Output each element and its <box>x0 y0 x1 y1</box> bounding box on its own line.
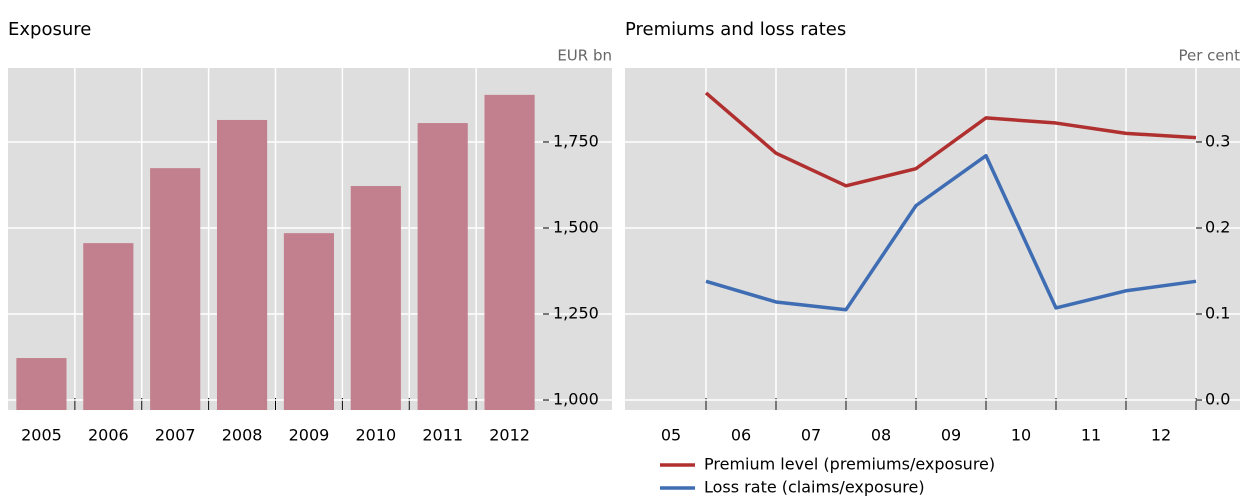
chart-title: Exposure <box>8 19 91 40</box>
bar <box>283 233 335 410</box>
x-tick-label: 2008 <box>222 426 263 445</box>
y-tick-label: 1,500 <box>553 217 599 236</box>
x-tick-label: 05 <box>661 426 681 445</box>
y-tick-label: 1,250 <box>553 304 599 323</box>
y-tick-label: 1,750 <box>553 131 599 150</box>
legend-label: Loss rate (claims/exposure) <box>704 478 925 497</box>
y-tick-label: 0.3 <box>1205 131 1230 150</box>
x-tick-label: 10 <box>1011 426 1031 445</box>
chart-title: Premiums and loss rates <box>625 19 846 40</box>
x-tick-label: 12 <box>1151 426 1171 445</box>
bar <box>350 186 401 410</box>
bar <box>150 168 201 410</box>
plot-background <box>625 68 1240 410</box>
bar <box>16 358 67 410</box>
x-tick-label: 2012 <box>489 426 530 445</box>
x-tick-label: 08 <box>871 426 891 445</box>
y-tick-label: 0.2 <box>1205 217 1230 236</box>
x-tick-label: 2010 <box>355 426 396 445</box>
x-tick-label: 2007 <box>155 426 196 445</box>
x-tick-label: 07 <box>801 426 821 445</box>
legend-label: Premium level (premiums/exposure) <box>704 455 995 474</box>
bar <box>417 123 468 411</box>
bar <box>216 119 268 410</box>
line-series <box>704 91 1197 188</box>
x-tick-label: 2006 <box>88 426 129 445</box>
unit-label: Per cent <box>1178 47 1240 65</box>
unit-label: EUR bn <box>557 47 612 65</box>
x-tick-label: 11 <box>1081 426 1101 445</box>
y-tick-label: 0.0 <box>1205 390 1230 409</box>
bar <box>83 243 134 410</box>
x-tick-label: 09 <box>941 426 961 445</box>
x-tick-label: 2011 <box>422 426 463 445</box>
y-tick-label: 1,000 <box>553 390 599 409</box>
x-tick-label: 06 <box>731 426 751 445</box>
bar <box>484 94 535 410</box>
line-series <box>705 153 1197 312</box>
y-tick-label: 0.1 <box>1205 304 1230 323</box>
x-tick-label: 2009 <box>289 426 330 445</box>
x-tick-label: 2005 <box>21 426 62 445</box>
